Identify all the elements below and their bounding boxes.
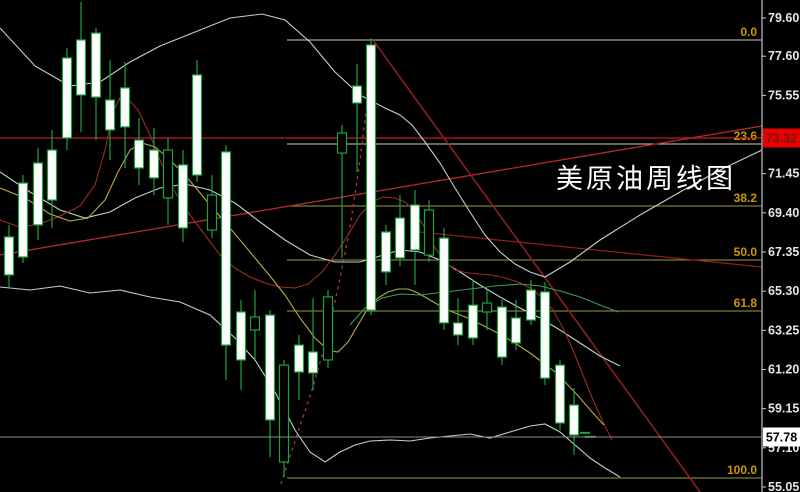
curve-ma-green	[349, 283, 619, 326]
axis-price-label: 61.20	[768, 363, 799, 377]
candle-body	[293, 344, 305, 373]
candle-body	[17, 182, 29, 258]
trendline-falling-steep[interactable]	[372, 39, 701, 492]
trendline-falling-shallow[interactable]	[419, 231, 763, 268]
candle-body	[307, 351, 319, 374]
axis-price-label: 55.05	[768, 480, 799, 492]
trendlines[interactable]	[0, 39, 763, 492]
candle-body	[452, 322, 464, 336]
candle-body	[3, 236, 15, 276]
fib-label-50.0: 50.0	[734, 245, 758, 259]
last-price-line	[0, 431, 762, 438]
curve-boll-upper	[0, 13, 763, 278]
axis-price-label: 65.30	[768, 284, 799, 298]
candle-body	[539, 291, 551, 379]
candle-body	[322, 296, 334, 361]
fib-label-38.2: 38.2	[734, 191, 758, 205]
candle-body	[32, 162, 44, 226]
candle-body	[162, 149, 174, 199]
candle-body	[220, 151, 232, 346]
candle-body	[423, 209, 435, 256]
axis-price-label: 63.25	[768, 323, 799, 337]
candle-body	[278, 364, 290, 463]
axis-price-label: 77.60	[768, 49, 799, 63]
selected-price-badge	[763, 128, 800, 148]
candle-body	[438, 237, 450, 324]
trendline-rising-support[interactable]	[0, 125, 763, 256]
candle-body	[119, 87, 131, 128]
axis-price-label: 79.60	[768, 11, 799, 25]
candle-body	[148, 149, 160, 179]
last-price-badge	[763, 427, 800, 447]
axis-badges: 73.32 57.78	[763, 128, 800, 447]
candle-body	[177, 164, 189, 229]
candle-body	[90, 32, 102, 98]
candle-body	[235, 311, 247, 361]
candle-body	[510, 317, 522, 344]
candle-body	[496, 306, 508, 358]
candle-body	[467, 304, 479, 339]
candle-body	[104, 99, 116, 131]
candle-body	[394, 217, 406, 259]
curve-boll-lower	[0, 285, 621, 478]
candle-body	[75, 39, 87, 96]
fib-label-0.0: 0.0	[740, 25, 757, 39]
candle-body	[351, 85, 363, 104]
candle-body	[61, 57, 73, 139]
candle-body	[206, 194, 218, 231]
axis-price-label: 59.15	[768, 402, 799, 416]
candlesticks	[3, 1, 580, 478]
axis-price-label: 67.35	[768, 245, 799, 259]
trendline-dashed-rising[interactable]	[280, 44, 375, 485]
candle-body	[249, 316, 261, 331]
axis-price-label: 71.45	[768, 167, 799, 181]
axis-price-label: 69.40	[768, 206, 799, 220]
axis-price-label: 75.55	[768, 88, 799, 102]
candle-body	[46, 149, 58, 201]
candle-body	[554, 364, 566, 424]
fib-label-61.8: 61.8	[734, 296, 758, 310]
candle-body	[336, 132, 348, 154]
candle-body	[568, 404, 580, 436]
candle-body	[365, 44, 377, 311]
selected-price-badge-value: 73.32	[766, 132, 797, 146]
candle-body	[191, 74, 203, 176]
candle-body	[525, 289, 537, 321]
candle-body	[481, 302, 493, 313]
candle-body	[133, 139, 145, 169]
candle-body	[409, 204, 421, 251]
candle-body	[380, 231, 392, 273]
candle-body	[264, 314, 276, 421]
fib-label-100.0: 100.0	[727, 463, 757, 477]
fib-label-23.6: 23.6	[734, 129, 758, 143]
chart-title: 美原油周线图	[556, 164, 736, 195]
last-price-badge-value: 57.78	[766, 431, 797, 445]
